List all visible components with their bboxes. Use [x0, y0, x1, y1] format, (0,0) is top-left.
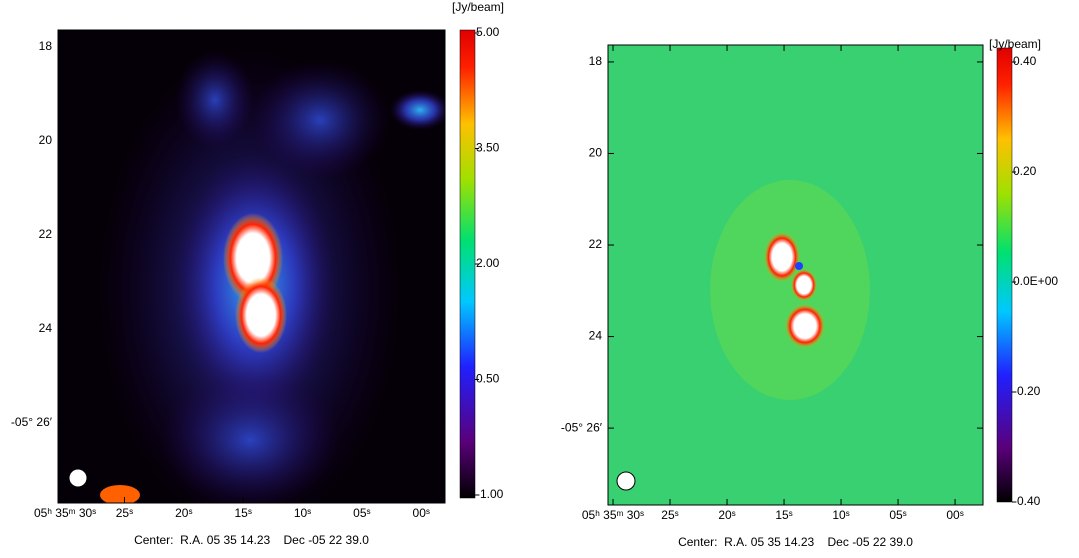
x-tick-label: 25ˢ: [661, 508, 678, 522]
y-tick-label: 18: [39, 39, 53, 53]
colorbar: [996, 47, 1013, 503]
y-tick-label: 22: [39, 227, 53, 241]
colorbar-tick-label: -1.00: [476, 487, 504, 501]
colorbar-label: [Jy/beam]: [989, 37, 1041, 51]
x-tick-label: 05ˢ: [353, 506, 370, 520]
y-tick-label: 20: [589, 146, 603, 160]
x-tick-label: 20ˢ: [718, 508, 735, 522]
x-tick-label: 15ˢ: [234, 506, 251, 520]
colorbar-tick-label: 0.0E+00: [1013, 274, 1058, 288]
x-tick-label: 05ʰ 35ᵐ 30ˢ: [34, 506, 96, 520]
x-tick-label: 20ˢ: [175, 506, 192, 520]
colorbar-tick-label: 3.50: [476, 141, 500, 155]
x-tick-label: 10ˢ: [832, 508, 849, 522]
x-tick-label: 25ˢ: [116, 506, 133, 520]
y-tick-label: -05° 26′: [561, 420, 603, 434]
image-right: [608, 45, 983, 505]
colorbar-tick-label: 5.00: [476, 25, 500, 39]
y-tick-label: 20: [39, 133, 53, 147]
colorbar-label: [Jy/beam]: [452, 0, 504, 14]
y-tick-label: 18: [589, 54, 603, 68]
caption: Center: R.A. 05 35 14.23 Dec -05 22 39.0: [678, 535, 913, 549]
colorbar-tick-label: 0.40: [1013, 54, 1037, 68]
caption: Center: R.A. 05 35 14.23 Dec -05 22 39.0: [134, 533, 369, 547]
x-tick-label: 00ˢ: [413, 506, 430, 520]
y-tick-label: 24: [589, 329, 603, 343]
colorbar-tick-label: 0.50: [476, 372, 500, 386]
y-tick-label: 24: [39, 321, 53, 335]
x-tick-label: 10ˢ: [294, 506, 311, 520]
x-tick-label: 00ˢ: [946, 508, 963, 522]
colorbar: [459, 29, 476, 499]
colorbar-tick-label: 0.20: [1013, 164, 1037, 178]
y-tick-label: 22: [589, 237, 603, 251]
y-tick-label: -05° 26′: [11, 415, 53, 429]
colorbar-tick-label: -0.40: [1013, 494, 1041, 508]
x-tick-label: 15ˢ: [775, 508, 792, 522]
colorbar-tick-label: 2.00: [476, 256, 500, 270]
image-left: [58, 30, 445, 503]
colorbar-tick-label: -0.20: [1013, 384, 1041, 398]
x-tick-label: 05ʰ 35ᵐ 30ˢ: [582, 508, 644, 522]
plot-frame: [57, 29, 446, 504]
x-tick-label: 05ˢ: [889, 508, 906, 522]
plot-frame: [607, 44, 984, 506]
